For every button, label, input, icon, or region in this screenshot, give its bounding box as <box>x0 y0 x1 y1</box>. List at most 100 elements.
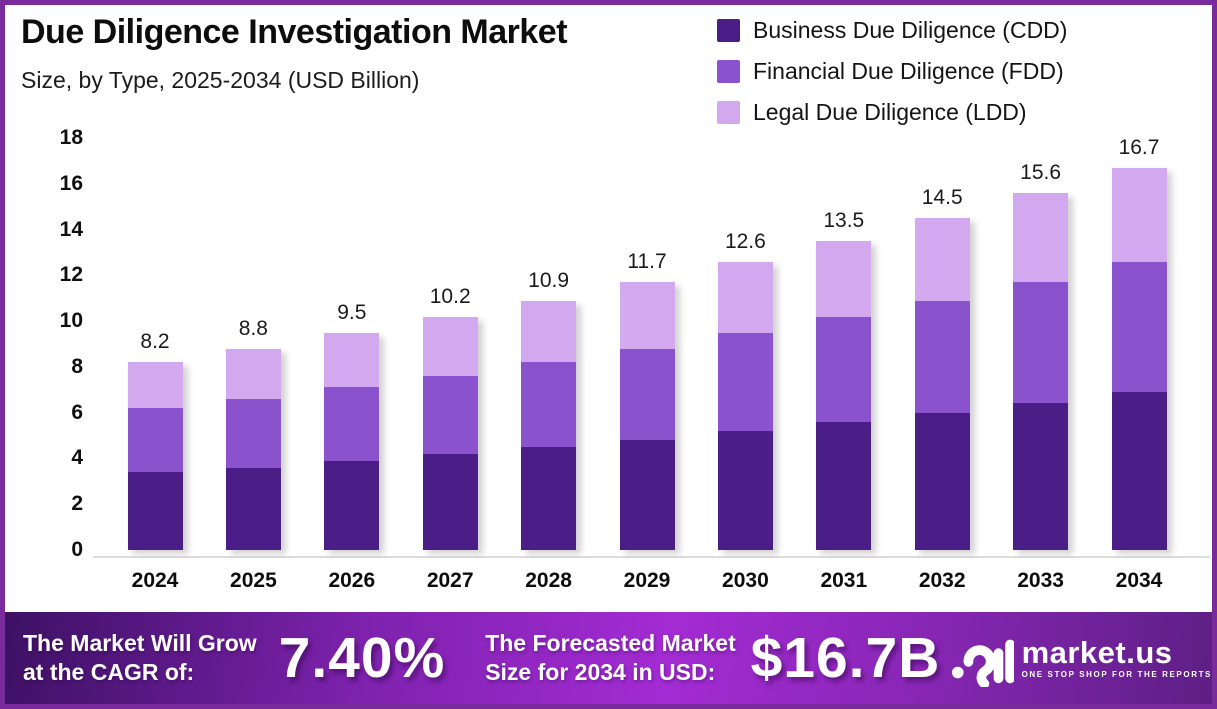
bottom-banner: The Market Will Grow at the CAGR of: 7.4… <box>5 612 1212 704</box>
legend-item-0: Business Due Diligence (CDD) <box>717 17 1067 44</box>
bar-2034 <box>1111 167 1167 550</box>
bar-2029-segment-0 <box>619 440 675 550</box>
bar-2028-segment-1 <box>521 362 577 447</box>
legend-item-2: Legal Due Diligence (LDD) <box>717 99 1067 126</box>
bar-2031-segment-2 <box>816 241 872 317</box>
bar-2033-segment-0 <box>1013 403 1069 550</box>
x-axis-tick-2029: 2029 <box>623 569 671 592</box>
bar-2026 <box>324 332 380 550</box>
bar-2026-segment-2 <box>324 332 380 388</box>
x-axis-tick-2026: 2026 <box>328 569 376 592</box>
legend-label: Business Due Diligence (CDD) <box>753 17 1068 43</box>
total-label-2028: 10.9 <box>528 268 570 292</box>
cagr-label: The Market Will Grow at the CAGR of: <box>23 629 257 687</box>
brand-name: market.us <box>1021 635 1173 670</box>
bar-2029 <box>619 282 675 550</box>
bar-2033-segment-2 <box>1013 192 1069 283</box>
brand-text: market.us ONE STOP SHOP FOR THE REPORTS <box>1022 637 1212 679</box>
legend-item-1: Financial Due Diligence (FDD) <box>717 58 1067 85</box>
bar-2025-segment-1 <box>225 398 281 468</box>
brand-tagline: ONE STOP SHOP FOR THE REPORTS <box>1021 670 1212 679</box>
total-label-2025: 8.8 <box>238 316 268 340</box>
bar-2030-segment-1 <box>717 332 773 431</box>
bar-2024-segment-0 <box>127 472 183 550</box>
y-axis-tick-4: 4 <box>71 446 83 470</box>
page-title: Due Diligence Investigation Market <box>21 13 568 51</box>
bar-2028-segment-0 <box>521 446 577 550</box>
x-axis-line <box>93 556 1210 558</box>
bar-2032-segment-0 <box>914 412 970 550</box>
bar-2030 <box>717 261 773 550</box>
forecast-label: The Forecasted Market Size for 2034 in U… <box>485 629 744 687</box>
marketus-logo: market.us ONE STOP SHOP FOR THE REPORTS <box>950 629 1212 687</box>
total-label-2033: 15.6 <box>1020 160 1062 184</box>
bar-2034-segment-1 <box>1111 261 1167 393</box>
cagr-label-line2: at the CAGR of: <box>23 659 195 685</box>
legend: Business Due Diligence (CDD) Financial Du… <box>717 17 1067 126</box>
legend-swatch-icon <box>717 19 740 42</box>
x-axis-tick-2025: 2025 <box>230 569 277 592</box>
y-axis-tick-18: 18 <box>59 126 83 149</box>
bar-2027-segment-0 <box>422 453 478 550</box>
y-axis-tick-14: 14 <box>59 217 83 241</box>
bar-2032-segment-2 <box>914 218 970 301</box>
cagr-value: 7.40% <box>278 626 446 690</box>
x-axis-tick-2031: 2031 <box>820 569 868 592</box>
bar-2025-segment-2 <box>225 348 281 399</box>
y-axis-tick-10: 10 <box>59 309 83 333</box>
y-axis-tick-0: 0 <box>71 538 83 561</box>
x-axis-tick-2024: 2024 <box>131 569 179 592</box>
bar-2030-segment-0 <box>717 430 773 550</box>
bar-2033-segment-1 <box>1013 282 1069 404</box>
forecast-label-line2: Size for 2034 in USD: <box>485 659 716 685</box>
total-label-2034: 16.7 <box>1118 135 1160 159</box>
y-axis-tick-6: 6 <box>71 400 83 424</box>
stacked-bar-chart: 0 2 4 6 8 10 12 14 16 18 8.2 2024 8.8 2025 9.5 2026 10.2… <box>5 5 1212 704</box>
bar-2027-segment-1 <box>422 376 478 454</box>
forecast-value: $16.7B <box>750 626 941 690</box>
legend-label: Financial Due Diligence (FDD) <box>753 58 1064 84</box>
bar-2028-segment-2 <box>521 300 577 363</box>
page-subtitle: Size, by Type, 2025-2034 (USD Billion) <box>21 67 420 93</box>
cagr-label-line1: The Market Will Grow <box>23 630 257 656</box>
bar-2029-segment-2 <box>619 282 675 349</box>
total-label-2024: 8.2 <box>140 330 170 354</box>
x-axis-tick-2027: 2027 <box>426 569 474 592</box>
bar-2025 <box>225 348 281 550</box>
bar-2024 <box>127 362 183 550</box>
x-axis-tick-2028: 2028 <box>525 569 572 592</box>
bar-2031 <box>816 241 872 550</box>
bar-2027 <box>422 316 478 550</box>
bar-2034-segment-0 <box>1111 392 1167 550</box>
bar-2033 <box>1013 192 1069 550</box>
bar-2032 <box>914 218 970 550</box>
total-label-2027: 10.2 <box>429 284 471 308</box>
legend-label: Legal Due Diligence (LDD) <box>753 99 1027 125</box>
total-label-2030: 12.6 <box>724 229 766 253</box>
total-label-2026: 9.5 <box>337 300 367 324</box>
bar-2024-segment-2 <box>127 362 183 409</box>
bar-2026-segment-1 <box>324 387 380 461</box>
x-axis-tick-2034: 2034 <box>1115 569 1163 592</box>
bar-2034-segment-2 <box>1111 167 1167 262</box>
total-label-2029: 11.7 <box>627 250 667 274</box>
bar-2026-segment-0 <box>324 460 380 550</box>
forecast-label-line1: The Forecasted Market <box>485 630 736 656</box>
bar-2025-segment-0 <box>225 467 281 550</box>
y-axis-tick-8: 8 <box>71 354 83 378</box>
total-label-2031: 13.5 <box>823 209 865 232</box>
legend-swatch-icon <box>717 60 740 83</box>
marketus-logo-icon <box>951 639 1014 687</box>
x-axis-tick-2032: 2032 <box>918 569 966 592</box>
x-axis-tick-2033: 2033 <box>1017 569 1064 592</box>
bar-2024-segment-1 <box>127 408 183 473</box>
bar-2028 <box>521 300 577 550</box>
bar-2027-segment-2 <box>422 316 478 377</box>
bar-2032-segment-1 <box>914 300 970 413</box>
total-label-2032: 14.5 <box>921 186 963 210</box>
legend-swatch-icon <box>717 101 740 124</box>
bar-2031-segment-0 <box>816 421 872 550</box>
bar-2029-segment-1 <box>619 348 675 441</box>
bar-2031-segment-1 <box>816 316 872 422</box>
